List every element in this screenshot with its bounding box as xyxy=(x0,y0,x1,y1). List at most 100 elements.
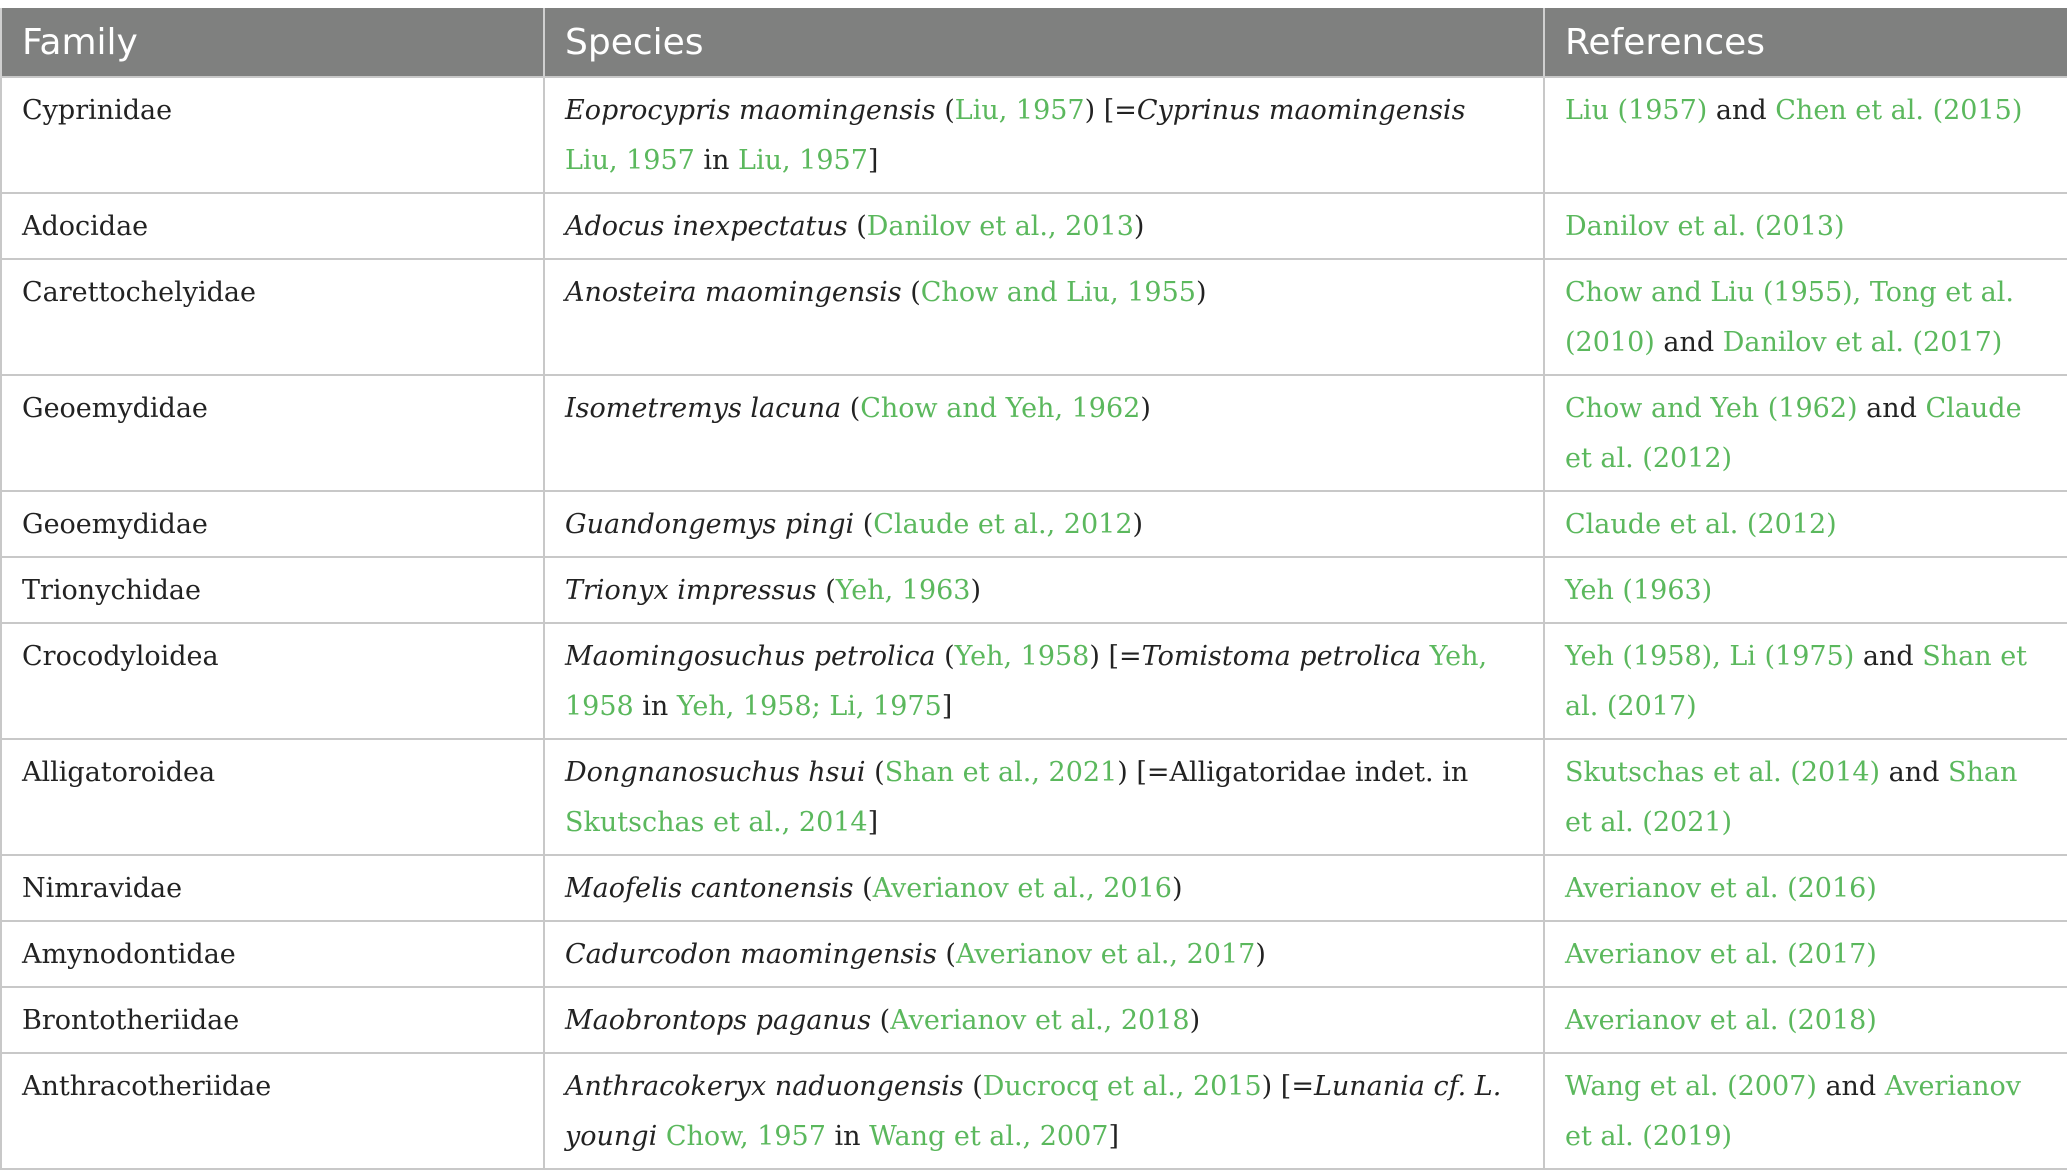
family-cell: Amynodontidae xyxy=(0,920,545,988)
species-cell: Guandongemys pingi (Claude et al., 2012) xyxy=(543,490,1545,558)
table-row: Cyprinidae Eoprocypris maomingensis (Liu,… xyxy=(0,76,2067,194)
text-fragment: ) [= xyxy=(1084,95,1137,126)
references-cell: Wang et al. (2007) and Averianov et al. … xyxy=(1543,1052,2067,1170)
taxon-name: Maobrontops paganus xyxy=(565,1005,872,1036)
text-fragment: ) xyxy=(970,575,982,606)
table-row: Trionychidae Trionyx impressus (Yeh, 1963… xyxy=(0,556,2067,624)
table-row: Carettochelyidae Anosteira maomingensis (… xyxy=(0,258,2067,376)
table-row: Brontotheriidae Maobrontops paganus (Aver… xyxy=(0,986,2067,1054)
references-cell: Yeh (1958), Li (1975) and Shan et al. (2… xyxy=(1543,622,2067,740)
citation-link[interactable]: Averianov et al., 2016 xyxy=(872,873,1172,904)
citation-link[interactable]: Yeh, 1958 xyxy=(565,641,1488,722)
citation-link[interactable]: Averianov et al. (2018) xyxy=(1565,1005,1877,1036)
citation-link[interactable]: Ducrocq et al., 2015 xyxy=(982,1071,1262,1102)
citation-link[interactable]: Liu, 1957 xyxy=(565,145,695,176)
family-cell: Geoemydidae xyxy=(0,374,545,492)
table-row: Nimravidae Maofelis cantonensis (Averiano… xyxy=(0,854,2067,922)
taxon-name: Tomistoma petrolica xyxy=(1141,641,1422,672)
text-fragment: in xyxy=(633,691,677,722)
text-fragment: ) xyxy=(1255,939,1266,970)
references-cell: Yeh (1963) xyxy=(1543,556,2067,624)
citation-link[interactable]: Liu, 1957 xyxy=(738,145,868,176)
taxon-name: Maofelis cantonensis xyxy=(565,873,854,904)
citation-link[interactable]: Liu, 1957 xyxy=(954,95,1085,126)
taxon-name: Isometremys lacuna xyxy=(565,393,842,424)
citation-link[interactable]: Shan et al. (2017) xyxy=(1565,641,2028,722)
citation-link[interactable]: Skutschas et al., 2014 xyxy=(565,807,868,838)
text-fragment: ) xyxy=(1140,393,1151,424)
text-fragment: ( xyxy=(816,575,836,606)
citation-link[interactable]: Wang et al., 2007 xyxy=(869,1121,1109,1152)
taxon-name: Cadurcodon maomingensis xyxy=(565,939,937,970)
citation-link[interactable]: Chen et al. (2015) xyxy=(1775,95,2023,126)
references-cell: Averianov et al. (2016) xyxy=(1543,854,2067,922)
text-fragment: in xyxy=(825,1121,870,1152)
citation-link[interactable]: Chow, 1957 xyxy=(665,1121,826,1152)
citation-link[interactable]: Chow and Liu (1955), Tong et al. (2010) xyxy=(1565,277,2014,358)
family-cell: Geoemydidae xyxy=(0,490,545,558)
text-fragment: ] xyxy=(941,691,953,722)
citation-link[interactable]: Claude et al. (2012) xyxy=(1565,393,2022,474)
citation-link[interactable]: Claude et al., 2012 xyxy=(873,509,1133,540)
taxon-name: Eoprocypris maomingensis xyxy=(565,95,936,126)
species-table: Family Species References Cyprinidae Eopr… xyxy=(0,8,2067,1170)
text-fragment: ) xyxy=(1172,873,1183,904)
family-cell: Adocidae xyxy=(0,192,545,260)
text-fragment: and xyxy=(1707,95,1776,126)
table-row: Crocodyloidea Maomingosuchus petrolica (Y… xyxy=(0,622,2067,740)
references-cell: Liu (1957) and Chen et al. (2015) xyxy=(1543,76,2067,194)
citation-link[interactable]: Averianov et al., 2017 xyxy=(955,939,1256,970)
text-fragment: ) [=Alligatoridae indet. in xyxy=(1117,757,1469,788)
species-cell: Cadurcodon maomingensis (Averianov et al… xyxy=(543,920,1545,988)
text-fragment: ) xyxy=(1189,1005,1201,1036)
citation-link[interactable]: Chow and Yeh (1962) xyxy=(1565,393,1858,424)
species-cell: Maofelis cantonensis (Averianov et al., … xyxy=(543,854,1545,922)
citation-link[interactable]: Danilov et al., 2013 xyxy=(866,211,1134,242)
citation-link[interactable]: Averianov et al. (2017) xyxy=(1565,939,1877,970)
text-fragment: ( xyxy=(853,873,873,904)
citation-link[interactable]: Yeh (1958), Li (1975) xyxy=(1565,641,1855,672)
text-fragment: ( xyxy=(854,509,874,540)
text-fragment: ( xyxy=(935,641,955,672)
taxon-name: Guandongemys pingi xyxy=(565,509,855,540)
species-cell: Isometremys lacuna (Chow and Yeh, 1962) xyxy=(543,374,1545,492)
citation-link[interactable]: Yeh (1963) xyxy=(1565,575,1713,606)
citation-link[interactable]: Shan et al. (2021) xyxy=(1565,757,2018,838)
text-fragment: ( xyxy=(865,757,885,788)
text-fragment: and xyxy=(1654,327,1723,358)
citation-link[interactable]: Claude et al. (2012) xyxy=(1565,509,1837,540)
text-fragment: ) xyxy=(1195,277,1207,308)
text-fragment: and xyxy=(1854,641,1923,672)
header-references: References xyxy=(1543,8,2067,77)
citation-link[interactable]: Liu (1957) xyxy=(1565,95,1708,126)
header-row: Family Species References xyxy=(0,8,2067,77)
citation-link[interactable]: Averianov et al. (2016) xyxy=(1565,873,1877,904)
text-fragment: ) xyxy=(1133,211,1145,242)
citation-link[interactable]: Yeh, 1963 xyxy=(835,575,971,606)
citation-link[interactable]: Shan et al., 2021 xyxy=(884,757,1118,788)
references-cell: Averianov et al. (2017) xyxy=(1543,920,2067,988)
citation-link[interactable]: Wang et al. (2007) xyxy=(1565,1071,1817,1102)
citation-link[interactable]: Danilov et al. (2013) xyxy=(1565,211,1845,242)
citation-link[interactable]: Averianov et al., 2018 xyxy=(890,1005,1190,1036)
family-cell: Trionychidae xyxy=(0,556,545,624)
citation-link[interactable]: Skutschas et al. (2014) xyxy=(1565,757,1881,788)
citation-link[interactable]: Chow and Liu, 1955 xyxy=(920,277,1196,308)
header-species: Species xyxy=(543,8,1545,77)
table-body: Cyprinidae Eoprocypris maomingensis ( Liu,… xyxy=(0,76,2067,1170)
text-fragment xyxy=(657,1121,666,1152)
references-cell: Chow and Liu (1955), Tong et al. (2010) … xyxy=(1543,258,2067,376)
citation-link[interactable]: Danilov et al. (2017) xyxy=(1722,327,2003,358)
text-fragment: and xyxy=(1816,1071,1885,1102)
table-row: Geoemydidae Isometremys lacuna (Chow and … xyxy=(0,374,2067,492)
taxon-name: Adocus inexpectatus xyxy=(565,211,848,242)
text-fragment xyxy=(1421,641,1430,672)
references-cell: Averianov et al. (2018) xyxy=(1543,986,2067,1054)
references-cell: Chow and Yeh (1962) and Claude et al. (2… xyxy=(1543,374,2067,492)
citation-link[interactable]: Yeh, 1958 xyxy=(954,641,1090,672)
table-row: Adocidae Adocus inexpectatus (Danilov et … xyxy=(0,192,2067,260)
species-cell: Maomingosuchus petrolica (Yeh, 1958) [=T… xyxy=(543,622,1545,740)
citation-link[interactable]: Chow and Yeh, 1962 xyxy=(860,393,1141,424)
citation-link[interactable]: Yeh, 1958; Li, 1975 xyxy=(676,691,942,722)
family-cell: Cyprinidae xyxy=(0,76,545,194)
